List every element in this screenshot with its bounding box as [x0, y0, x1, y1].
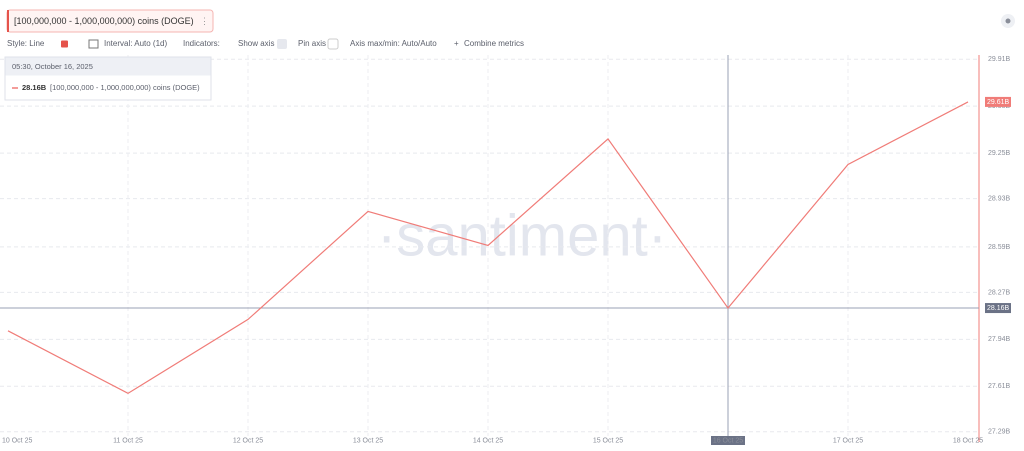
x-tick-label: 13 Oct 25	[353, 437, 383, 444]
y-tick-label: 28.93B	[988, 195, 1011, 202]
y-tick-label: 28.27B	[988, 289, 1011, 296]
series-line	[7, 101, 969, 395]
style-select[interactable]: Style: Line	[7, 39, 45, 48]
x-tick-label: 18 Oct 25	[953, 437, 983, 444]
y-tick-label: 28.59B	[988, 244, 1011, 251]
show-axis-label: Show axis	[238, 39, 274, 48]
pin-axis-label: Pin axis	[298, 39, 326, 48]
plus-icon: +	[454, 39, 459, 48]
interval-select[interactable]: Interval: Auto (1d)	[104, 39, 167, 48]
combine-metrics-button[interactable]: Combine metrics	[464, 39, 524, 48]
x-tick-label: 16 Oct 25	[713, 437, 743, 444]
axis-value-label: 29.61B	[987, 99, 1010, 106]
watermark: ·santiment·	[377, 203, 667, 268]
axis-value-badge	[985, 303, 1011, 314]
show-axis-checkbox[interactable]	[277, 39, 287, 49]
axis-value-badge	[985, 96, 1011, 107]
tooltip-date: 05:30, October 16, 2025	[12, 62, 93, 71]
x-tick-label: 10 Oct 25	[2, 437, 32, 444]
indicators-select[interactable]: Indicators:	[183, 39, 220, 48]
axis-value-label: 28.16B	[987, 305, 1010, 312]
y-tick-label: 27.29B	[988, 429, 1011, 436]
y-tick-label: 29.91B	[988, 56, 1011, 63]
tooltip-header	[5, 57, 211, 76]
x-tick-label: 17 Oct 25	[833, 437, 863, 444]
tooltip-value: 28.16B	[22, 83, 47, 92]
x-tick-label: 14 Oct 25	[473, 437, 503, 444]
y-tick-label: 27.61B	[988, 383, 1011, 390]
metric-name: [100,000,000 - 1,000,000,000) coins (DOG…	[14, 16, 194, 26]
metric-accent	[7, 10, 9, 32]
y-tick-label: 29.25B	[988, 150, 1011, 157]
y-tick-label: 27.94B	[988, 336, 1011, 343]
x-tick-label: 15 Oct 25	[593, 437, 623, 444]
settings-icon	[1005, 18, 1011, 24]
x-tick-label: 11 Oct 25	[113, 437, 143, 444]
axis-minmax-select[interactable]: Axis max/min: Auto/Auto	[350, 39, 437, 48]
x-tick-label: 12 Oct 25	[233, 437, 263, 444]
color-swatch[interactable]	[61, 40, 68, 48]
menu-dots[interactable]: ⋮	[200, 16, 209, 26]
x-hover-badge	[711, 436, 745, 445]
tooltip-series-name: [100,000,000 - 1,000,000,000) coins (DOG…	[50, 83, 200, 92]
pin-axis-checkbox[interactable]	[327, 38, 339, 50]
interval-icon	[88, 39, 99, 49]
